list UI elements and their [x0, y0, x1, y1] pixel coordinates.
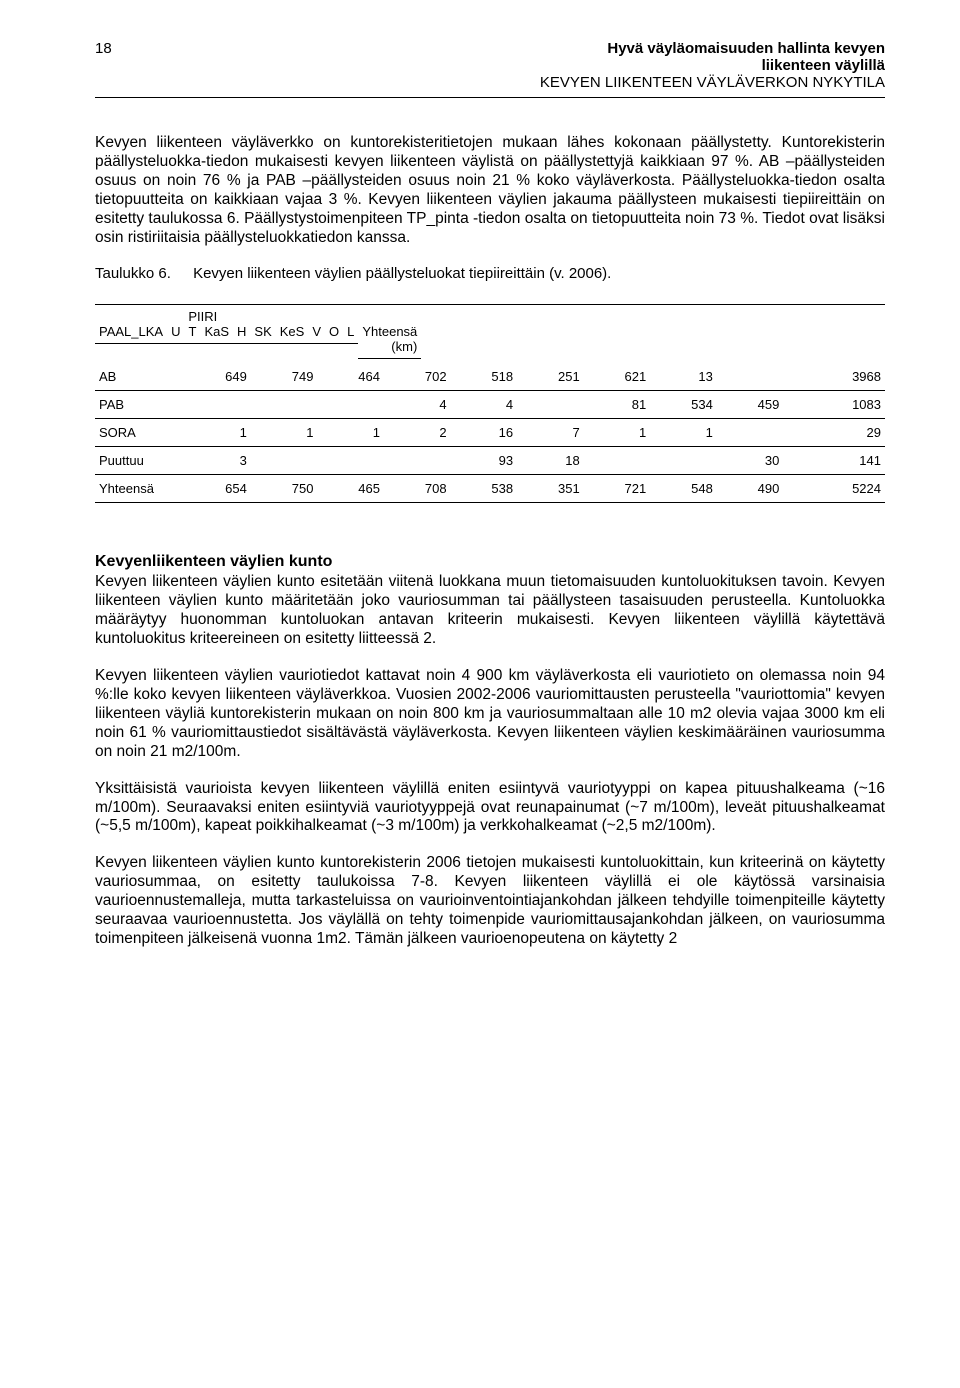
cell: 1 [251, 419, 318, 447]
header-rule [95, 97, 885, 98]
cell: 490 [717, 475, 784, 503]
cell: 721 [584, 475, 651, 503]
cell [184, 391, 251, 419]
row-total: 1083 [783, 391, 885, 419]
cell: 534 [650, 391, 717, 419]
col-header: L [343, 324, 358, 344]
page-number: 18 [95, 40, 112, 57]
cell [317, 447, 384, 475]
header-title-line1: Hyvä väyläomaisuuden hallinta kevyen [540, 40, 885, 57]
paragraph-3: Kevyen liikenteen väylien vauriotiedot k… [95, 667, 885, 762]
document-page: 18 Hyvä väyläomaisuuden hallinta kevyen … [0, 0, 960, 1007]
data-table: PIIRI PAAL_LKA U T KaS H SK KeS V O L Yh… [95, 304, 885, 503]
cell [717, 419, 784, 447]
row-label: AB [95, 363, 184, 391]
col-header: U [167, 324, 184, 344]
header-title-line2: liikenteen väylillä [540, 57, 885, 74]
row-total: 29 [783, 419, 885, 447]
cell: 654 [184, 475, 251, 503]
cell: 18 [517, 447, 584, 475]
cell: 93 [451, 447, 518, 475]
cell: 1 [184, 419, 251, 447]
table-row: PAB 4 4 81 534 459 1083 [95, 391, 885, 419]
cell: 351 [517, 475, 584, 503]
page-header: 18 Hyvä väyläomaisuuden hallinta kevyen … [95, 40, 885, 93]
cell: 518 [451, 363, 518, 391]
cell: 538 [451, 475, 518, 503]
cell: 7 [517, 419, 584, 447]
cell: 4 [384, 391, 451, 419]
col-header: KeS [276, 324, 309, 344]
table-caption-label: Taulukko 6. [95, 265, 171, 282]
col-header: O [325, 324, 343, 344]
row-label: PAB [95, 391, 184, 419]
cell: 750 [251, 475, 318, 503]
cell: 4 [451, 391, 518, 419]
row-total: 141 [783, 447, 885, 475]
table-row: Puuttuu 3 93 18 30 141 [95, 447, 885, 475]
paragraph-1: Kevyen liikenteen väyläverkko on kuntore… [95, 134, 885, 247]
cell [384, 447, 451, 475]
cell: 749 [251, 363, 318, 391]
cell [650, 447, 717, 475]
cell: 621 [584, 363, 651, 391]
col-header: T [184, 324, 200, 344]
cell [584, 447, 651, 475]
col-header: KaS [200, 324, 233, 344]
paragraph-5: Kevyen liikenteen väylien kunto kuntorek… [95, 854, 885, 949]
cell: 2 [384, 419, 451, 447]
cell [317, 391, 384, 419]
cell: 464 [317, 363, 384, 391]
row-label: Puuttuu [95, 447, 184, 475]
cell: 459 [717, 391, 784, 419]
row-label: SORA [95, 419, 184, 447]
cell: 548 [650, 475, 717, 503]
cell: 708 [384, 475, 451, 503]
row-header-label: PAAL_LKA [95, 324, 167, 344]
cell: 1 [317, 419, 384, 447]
cell: 465 [317, 475, 384, 503]
cell: 3 [184, 447, 251, 475]
col-header: H [233, 324, 250, 344]
header-title: Hyvä väyläomaisuuden hallinta kevyen lii… [540, 40, 885, 93]
cell: 1 [650, 419, 717, 447]
cell: 251 [517, 363, 584, 391]
paragraph-4: Yksittäisistä vaurioista kevyen liikente… [95, 780, 885, 837]
cell: 16 [451, 419, 518, 447]
cell: 13 [650, 363, 717, 391]
cell: 30 [717, 447, 784, 475]
cell: 1 [584, 419, 651, 447]
table-total-row: Yhteensä 654 750 465 708 538 351 721 548… [95, 475, 885, 503]
cell [251, 447, 318, 475]
cell: 702 [384, 363, 451, 391]
table-row: SORA 1 1 1 2 16 7 1 1 29 [95, 419, 885, 447]
cell [517, 391, 584, 419]
table-caption-text: Kevyen liikenteen väylien päällysteluoka… [193, 265, 611, 282]
col-header: SK [250, 324, 275, 344]
row-total: 3968 [783, 363, 885, 391]
col-header: V [308, 324, 325, 344]
cell [717, 363, 784, 391]
table-row: AB 649 749 464 702 518 251 621 13 3968 [95, 363, 885, 391]
table-caption: Taulukko 6. Kevyen liikenteen väylien pä… [95, 265, 885, 282]
row-total: 5224 [783, 475, 885, 503]
paragraph-2: Kevyen liikenteen väylien kunto esitetää… [95, 573, 885, 649]
table-header-row: PAAL_LKA U T KaS H SK KeS V O L Yhteensä… [95, 324, 184, 359]
total-row-label: Yhteensä [95, 475, 184, 503]
cell: 81 [584, 391, 651, 419]
cell [251, 391, 318, 419]
col-header-total: Yhteensä (km) [358, 324, 421, 359]
cell: 649 [184, 363, 251, 391]
piiri-label: PIIRI [184, 305, 251, 325]
section-heading: Kevyenliikenteen väylien kunto [95, 553, 885, 571]
table-piiri-row: PIIRI [95, 305, 885, 325]
header-subtitle: KEVYEN LIIKENTEEN VÄYLÄVERKON NYKYTILA [540, 74, 885, 91]
